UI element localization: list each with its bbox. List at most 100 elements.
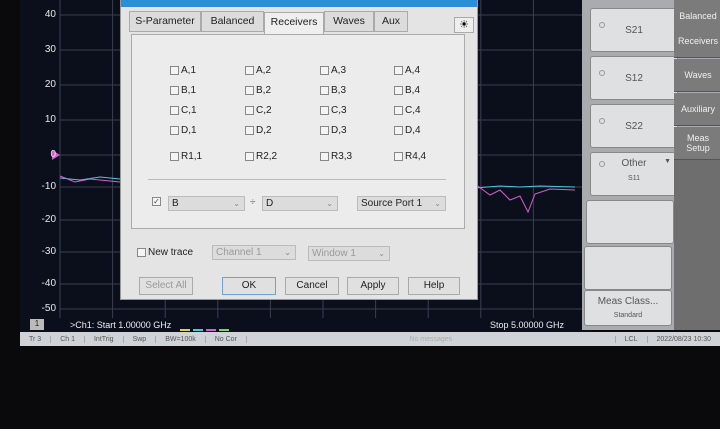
y-tick-label: 10 <box>44 114 56 125</box>
checkbox-icon <box>245 152 254 161</box>
meas-class-button[interactable]: Meas Class... Standard <box>584 290 672 326</box>
receiver-checkbox-c-3[interactable]: C,3 <box>320 105 347 116</box>
receiver-checkbox-d-4[interactable]: D,4 <box>394 125 421 136</box>
receiver-checkbox-d-1[interactable]: D,1 <box>170 125 197 136</box>
chevron-down-icon: ⌄ <box>434 199 441 208</box>
receiver-checkbox-b-4[interactable]: B,4 <box>394 85 420 96</box>
side-tab-auxiliary[interactable]: Auxiliary <box>674 93 720 126</box>
chevron-down-icon: ⌄ <box>233 199 240 208</box>
cancel-button[interactable]: Cancel <box>285 277 339 295</box>
tab-receivers[interactable]: Receivers <box>264 12 324 36</box>
tab-aux[interactable]: Aux <box>374 11 408 32</box>
checkbox-icon <box>245 86 254 95</box>
y-tick-label: -40 <box>41 278 56 289</box>
tab-balanced[interactable]: Balanced <box>201 11 264 32</box>
softkey-empty[interactable] <box>586 200 674 244</box>
divider <box>148 179 446 180</box>
status-bandwidth: BW=100k <box>156 335 206 343</box>
trace-legend <box>180 324 232 334</box>
checkbox-icon <box>170 86 179 95</box>
softkey-other[interactable]: Other ▼ S11 <box>590 152 678 196</box>
checkbox-icon <box>170 66 179 75</box>
checkbox-icon <box>170 126 179 135</box>
y-tick-label: 0 <box>50 149 56 160</box>
start-frequency[interactable]: >Ch1: Start 1.00000 GHz <box>70 320 172 330</box>
trace-line <box>474 185 576 189</box>
status-bar: Tr 3 Ch 1 IntTrig Swp BW=100k No Cor No … <box>20 332 720 346</box>
receiver-checkbox-r4-4[interactable]: R4,4 <box>394 151 426 162</box>
status-sweep: Swp <box>124 335 157 343</box>
window-select[interactable]: Window 1 ⌄ <box>308 246 390 261</box>
radio-icon <box>599 70 605 76</box>
trace-legend-swatch <box>180 328 190 331</box>
receivers-panel: A,1 A,2 A,3 A,4 B,1 B,2 B,3 B,4 C,1 C,2 C,3 C,4 D,1 D… <box>131 34 465 229</box>
dropdown-icon: ▼ <box>664 158 671 165</box>
brightness-icon[interactable]: ☀ <box>454 17 474 33</box>
receiver-checkbox-a-3[interactable]: A,3 <box>320 65 346 76</box>
y-tick-label: 40 <box>44 9 56 20</box>
receiver-checkbox-d-3[interactable]: D,3 <box>320 125 347 136</box>
status-trace: Tr 3 <box>20 335 52 343</box>
channel-bar: 1 >Ch1: Start 1.00000 GHz Stop 5.00000 G… <box>20 318 592 332</box>
radio-icon <box>599 22 605 28</box>
ratio-checkbox[interactable]: ✓ <box>152 197 161 206</box>
new-trace-checkbox[interactable]: New trace <box>137 247 193 258</box>
receiver-checkbox-a-4[interactable]: A,4 <box>394 65 420 76</box>
receiver-checkbox-a-2[interactable]: A,2 <box>245 65 271 76</box>
radio-icon <box>599 118 605 124</box>
receiver-checkbox-c-2[interactable]: C,2 <box>245 105 272 116</box>
y-tick-label: -30 <box>41 246 56 257</box>
receiver-checkbox-r1-1[interactable]: R1,1 <box>170 151 202 162</box>
checkbox-icon <box>394 126 403 135</box>
apply-button[interactable]: Apply <box>347 277 399 295</box>
window-number[interactable]: 1 <box>30 319 44 330</box>
trace-line <box>59 175 121 183</box>
receiver-checkbox-a-1[interactable]: A,1 <box>170 65 196 76</box>
checkbox-icon <box>394 66 403 75</box>
y-tick-label: -20 <box>41 214 56 225</box>
ok-button[interactable]: OK <box>222 277 276 295</box>
source-port-select[interactable]: Source Port 1 ⌄ <box>357 196 446 211</box>
tab-waves[interactable]: Waves <box>324 11 374 32</box>
radio-icon <box>599 161 605 167</box>
side-tab-waves[interactable]: Waves <box>674 59 720 92</box>
status-trigger: IntTrig <box>85 335 124 343</box>
softkey-panel: S21 S12 S22 Other ▼ S11 Meas Class... Stand… <box>582 0 720 330</box>
receiver-checkbox-b-1[interactable]: B,1 <box>170 85 196 96</box>
trace-legend-swatch <box>206 328 216 331</box>
reference-marker <box>52 150 60 160</box>
status-mode: LCL <box>616 335 648 343</box>
receiver-checkbox-c-4[interactable]: C,4 <box>394 105 421 116</box>
channel-select[interactable]: Channel 1 ⌄ <box>212 245 296 260</box>
help-button[interactable]: Help <box>408 277 460 295</box>
receiver-checkbox-b-3[interactable]: B,3 <box>320 85 346 96</box>
stop-frequency[interactable]: Stop 5.00000 GHz <box>489 320 564 330</box>
checkbox-icon <box>137 248 146 257</box>
chevron-down-icon: ⌄ <box>326 199 333 208</box>
checkbox-icon <box>170 152 179 161</box>
denominator-select[interactable]: D ⌄ <box>262 196 338 211</box>
chevron-down-icon: ⌄ <box>378 249 385 258</box>
receiver-checkbox-r3-3[interactable]: R3,3 <box>320 151 352 162</box>
receiver-checkbox-b-2[interactable]: B,2 <box>245 85 271 96</box>
receiver-checkbox-c-1[interactable]: C,1 <box>170 105 197 116</box>
checkbox-icon <box>245 126 254 135</box>
y-tick-label: 30 <box>44 44 56 55</box>
checkbox-icon <box>320 86 329 95</box>
tab-s-parameter[interactable]: S-Parameter <box>129 11 201 32</box>
checkbox-icon <box>320 66 329 75</box>
receiver-checkbox-r2-2[interactable]: R2,2 <box>245 151 277 162</box>
checkbox-icon <box>245 106 254 115</box>
side-tab-receivers[interactable]: Receivers <box>674 25 720 58</box>
softkey-s12[interactable]: S12 <box>590 56 678 100</box>
dialog-titlebar <box>121 0 477 7</box>
y-tick-label: -50 <box>41 303 56 314</box>
select-all-button[interactable]: Select All <box>139 277 193 295</box>
side-tab-meas-setup[interactable]: Meas Setup <box>674 127 720 160</box>
numerator-select[interactable]: B ⌄ <box>168 196 245 211</box>
receiver-checkbox-d-2[interactable]: D,2 <box>245 125 272 136</box>
softkey-s22[interactable]: S22 <box>590 104 678 148</box>
softkey-empty[interactable] <box>584 246 672 290</box>
softkey-s21[interactable]: S21 <box>590 8 678 52</box>
checkbox-icon <box>320 106 329 115</box>
